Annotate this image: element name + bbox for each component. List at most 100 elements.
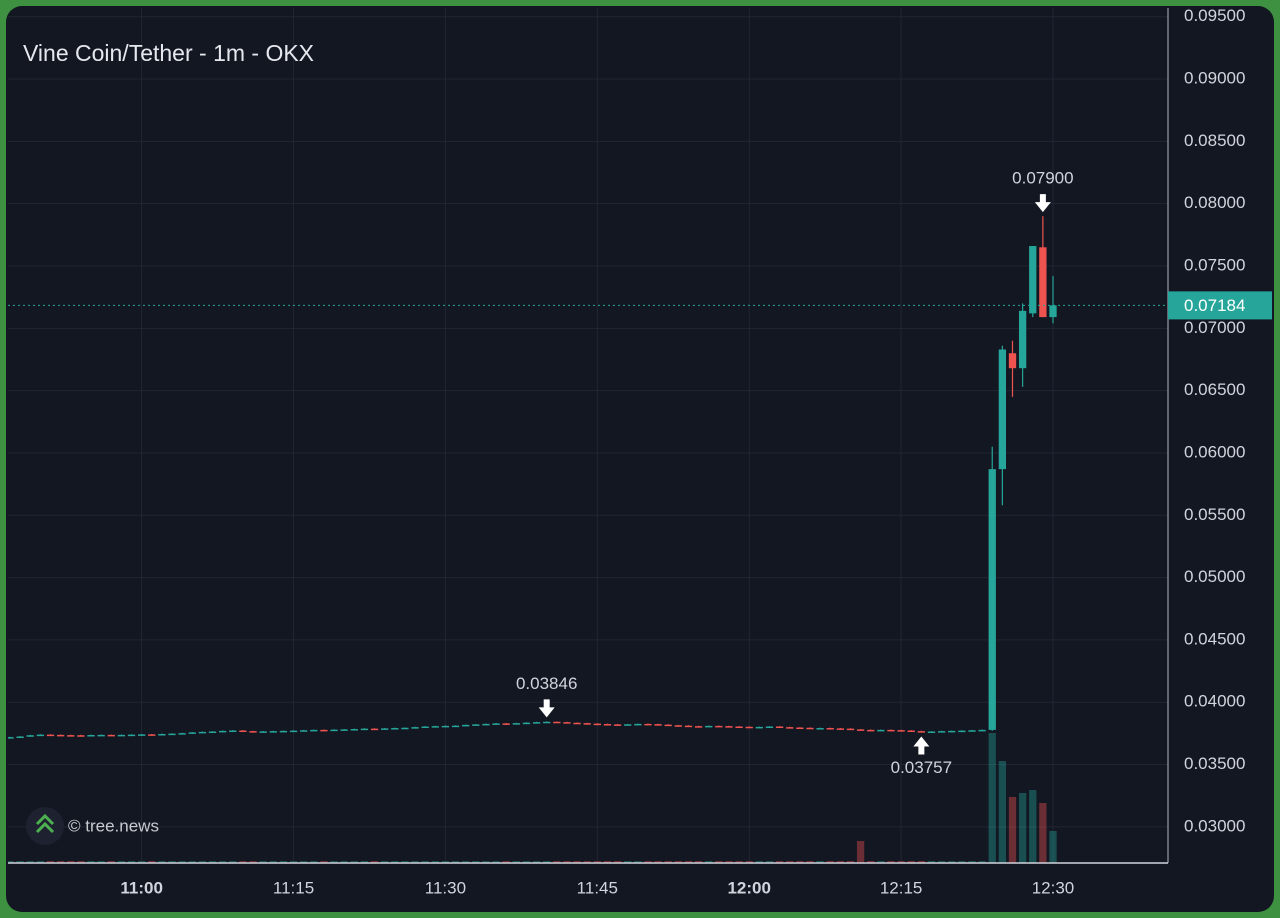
volume-bar: [512, 861, 520, 863]
volume-bar: [725, 861, 733, 863]
volume-bar: [593, 861, 601, 863]
volume-bar: [300, 861, 308, 863]
logo-icon: [35, 813, 55, 834]
volume-bar: [543, 861, 551, 863]
candle-body: [543, 721, 551, 724]
candle-body: [46, 734, 55, 737]
candle-body: [441, 725, 450, 728]
volume-bar: [502, 861, 510, 863]
candle-body: [644, 723, 652, 726]
y-tick-label: 0.08500: [1184, 131, 1245, 150]
volume-bar: [229, 861, 237, 863]
candle-body: [613, 724, 622, 726]
y-tick-label: 0.07500: [1184, 255, 1245, 274]
candle-body: [583, 723, 591, 725]
x-tick-label: 11:45: [577, 878, 618, 897]
candle-body: [735, 726, 743, 729]
volume-bar: [360, 861, 369, 863]
candle-body: [208, 731, 217, 734]
candle-body: [137, 734, 146, 736]
candle-body: [107, 734, 115, 737]
candle-body: [26, 735, 34, 737]
volume-bar: [705, 861, 713, 863]
volume-bar: [826, 861, 834, 863]
volume-bar: [350, 861, 358, 863]
volume-bar: [998, 761, 1007, 863]
candle-body: [158, 734, 166, 736]
y-tick-label: 0.09000: [1184, 69, 1245, 88]
candle-body: [350, 729, 358, 731]
candle-body: [755, 726, 763, 729]
volume-bar: [613, 861, 622, 863]
candle-body: [553, 721, 561, 724]
volume-bar: [46, 861, 55, 863]
y-tick-label: 0.06000: [1184, 442, 1245, 461]
candle-body: [289, 730, 298, 733]
candle-body: [654, 724, 662, 726]
candle-body: [715, 725, 723, 728]
y-tick-label: 0.05000: [1184, 567, 1245, 586]
candle-body: [806, 727, 814, 730]
candle-body: [401, 727, 409, 730]
volume-bar: [603, 861, 612, 863]
candle-body: [239, 730, 247, 733]
volume-bar: [684, 861, 693, 863]
volume-bar: [775, 861, 784, 863]
candle-body: [948, 730, 956, 733]
volume-bar: [421, 861, 429, 863]
candle-body: [431, 726, 439, 728]
volume-bar: [56, 861, 65, 863]
volume-bar: [462, 861, 470, 863]
candle-body: [1018, 310, 1027, 369]
volume-bar: [836, 861, 844, 863]
candle-body: [988, 469, 996, 730]
volume-bar: [158, 861, 166, 863]
candle-body: [279, 730, 288, 733]
candle-body: [1029, 246, 1037, 314]
candle-body: [451, 725, 460, 728]
annotation: 0.03757: [891, 736, 952, 777]
y-tick-label: 0.06500: [1184, 380, 1245, 399]
x-tick-label: 12:00: [727, 878, 770, 897]
candle-body: [360, 728, 369, 731]
annotation: 0.03846: [516, 674, 577, 718]
volume-bar: [856, 841, 865, 863]
volume-bar: [431, 861, 439, 863]
volume-bar: [391, 861, 399, 863]
volume-bar: [735, 861, 743, 863]
volume-bar: [178, 861, 186, 863]
volume-bar: [948, 861, 956, 863]
volume-bar: [958, 861, 966, 863]
arrow-up: [913, 736, 930, 755]
candle-body: [887, 729, 895, 732]
volume-bar: [553, 861, 561, 863]
volume-bar: [310, 861, 318, 863]
volume-bar: [877, 861, 885, 863]
candle-body: [421, 726, 429, 729]
candle-body: [269, 731, 277, 733]
candle-body: [16, 736, 24, 738]
candle-body: [725, 726, 733, 728]
candle-body: [897, 730, 905, 732]
volume-bar: [401, 861, 409, 863]
volume-bar: [1039, 803, 1047, 863]
grid: [8, 8, 1168, 863]
volume-bar: [239, 861, 247, 863]
volume-bar: [634, 861, 642, 863]
volume-bar: [411, 861, 419, 863]
candle-body: [219, 730, 227, 733]
candle-body: [67, 735, 75, 737]
x-tick-label: 12:15: [880, 878, 923, 897]
volume-bar: [897, 861, 905, 863]
volume-bar: [482, 861, 490, 863]
candle-body: [846, 728, 855, 731]
volume-bar: [715, 861, 723, 863]
volume-bar: [441, 861, 450, 863]
candle-body: [532, 722, 541, 724]
arrow-down: [538, 699, 555, 718]
chart-title: Vine Coin/Tether - 1m - OKX: [23, 40, 314, 66]
volume-bar: [624, 861, 632, 863]
volume-bar: [472, 861, 480, 863]
volume-bar: [16, 861, 24, 863]
